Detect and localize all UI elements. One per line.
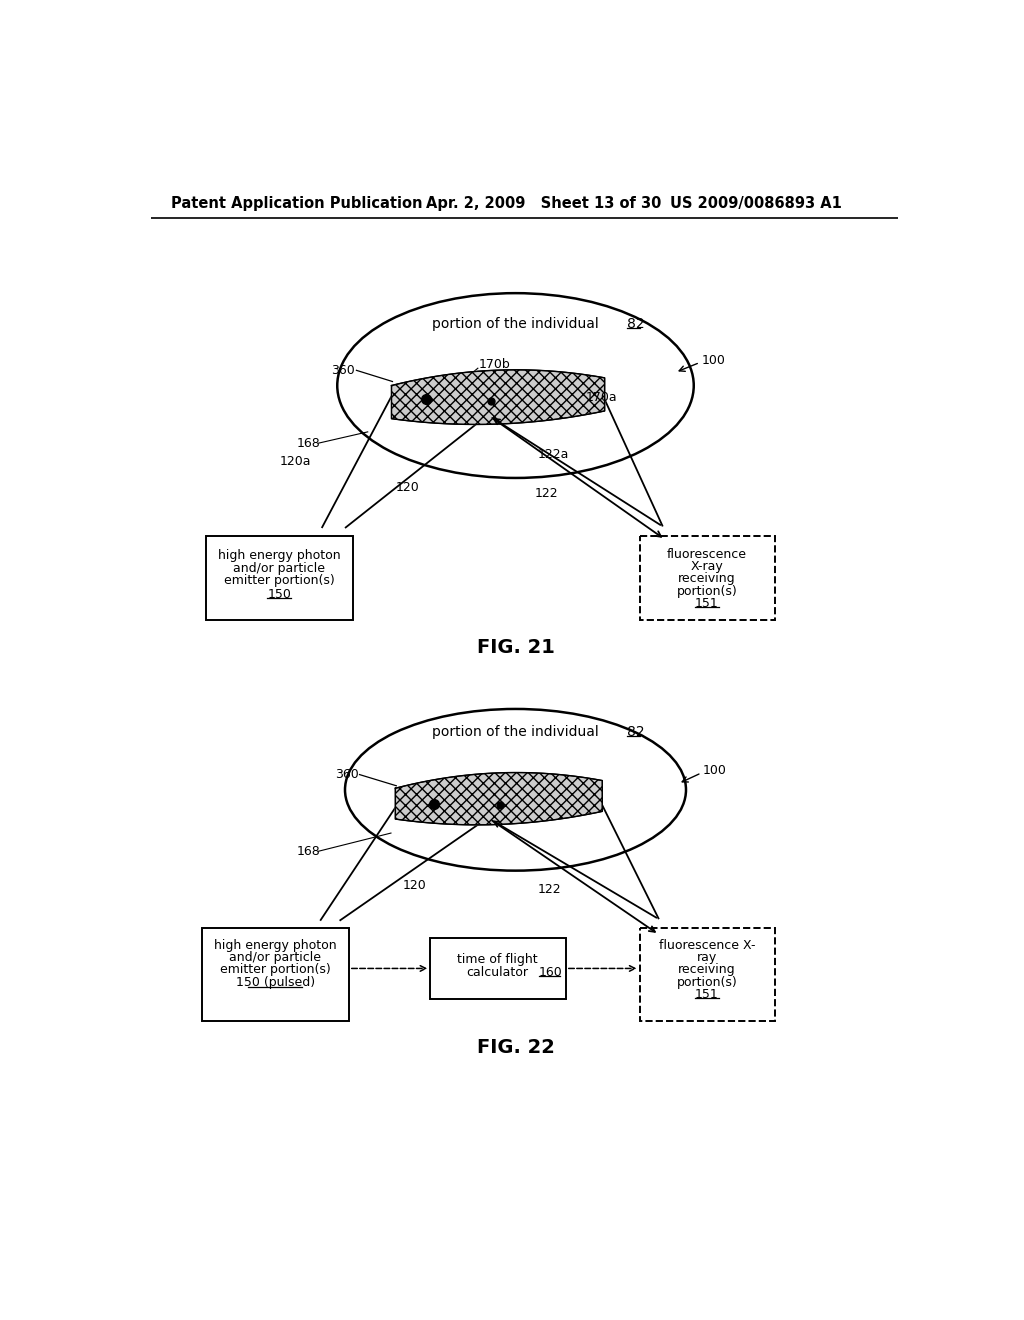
FancyBboxPatch shape <box>206 536 352 620</box>
Text: 82: 82 <box>627 725 645 739</box>
Text: FIG. 22: FIG. 22 <box>476 1039 554 1057</box>
Text: high energy photon: high energy photon <box>214 939 337 952</box>
Text: 170a: 170a <box>586 391 616 404</box>
Text: 82: 82 <box>627 317 645 331</box>
Text: and/or particle: and/or particle <box>229 952 322 964</box>
Text: 170b: 170b <box>478 358 510 371</box>
FancyBboxPatch shape <box>640 536 775 620</box>
Text: emitter portion(s): emitter portion(s) <box>220 964 331 977</box>
Text: 100: 100 <box>703 764 727 777</box>
Text: 150 (pulsed): 150 (pulsed) <box>236 975 314 989</box>
Text: 120a: 120a <box>280 454 311 467</box>
Text: portion of the individual: portion of the individual <box>432 317 599 331</box>
Text: emitter portion(s): emitter portion(s) <box>224 574 335 587</box>
Text: 122: 122 <box>538 883 561 896</box>
Polygon shape <box>391 370 604 425</box>
Text: 122: 122 <box>535 487 558 500</box>
Text: FIG. 21: FIG. 21 <box>476 638 554 657</box>
Text: calculator: calculator <box>467 966 528 979</box>
Text: high energy photon: high energy photon <box>218 549 340 562</box>
Text: receiving: receiving <box>678 573 735 585</box>
Text: 168: 168 <box>297 845 321 858</box>
Text: ray: ray <box>696 952 717 964</box>
Text: portion(s): portion(s) <box>677 975 737 989</box>
Text: receiving: receiving <box>678 964 735 977</box>
Text: 100: 100 <box>701 354 725 367</box>
Text: Patent Application Publication: Patent Application Publication <box>171 195 422 211</box>
Text: X-ray: X-ray <box>690 560 723 573</box>
Text: 120: 120 <box>403 879 427 892</box>
Text: 120: 120 <box>395 482 419 495</box>
Polygon shape <box>391 370 604 425</box>
Text: 150: 150 <box>267 587 291 601</box>
Text: portion(s): portion(s) <box>677 585 737 598</box>
Text: US 2009/0086893 A1: US 2009/0086893 A1 <box>671 195 843 211</box>
Text: Apr. 2, 2009   Sheet 13 of 30: Apr. 2, 2009 Sheet 13 of 30 <box>426 195 662 211</box>
Text: fluorescence: fluorescence <box>667 548 746 561</box>
Text: 160: 160 <box>539 966 562 979</box>
Polygon shape <box>395 772 602 825</box>
Text: 168: 168 <box>297 437 321 450</box>
Text: 360: 360 <box>331 363 354 376</box>
Text: 360: 360 <box>335 768 358 781</box>
Text: and/or particle: and/or particle <box>233 561 326 574</box>
Text: portion of the individual: portion of the individual <box>432 725 599 739</box>
Text: 122a: 122a <box>538 449 568 462</box>
FancyBboxPatch shape <box>640 928 775 1020</box>
FancyBboxPatch shape <box>430 937 566 999</box>
Text: 151: 151 <box>695 989 719 1001</box>
Polygon shape <box>395 772 602 825</box>
Text: time of flight: time of flight <box>458 953 538 966</box>
Text: 151: 151 <box>695 597 719 610</box>
FancyBboxPatch shape <box>202 928 349 1020</box>
Text: fluorescence X-: fluorescence X- <box>658 939 755 952</box>
